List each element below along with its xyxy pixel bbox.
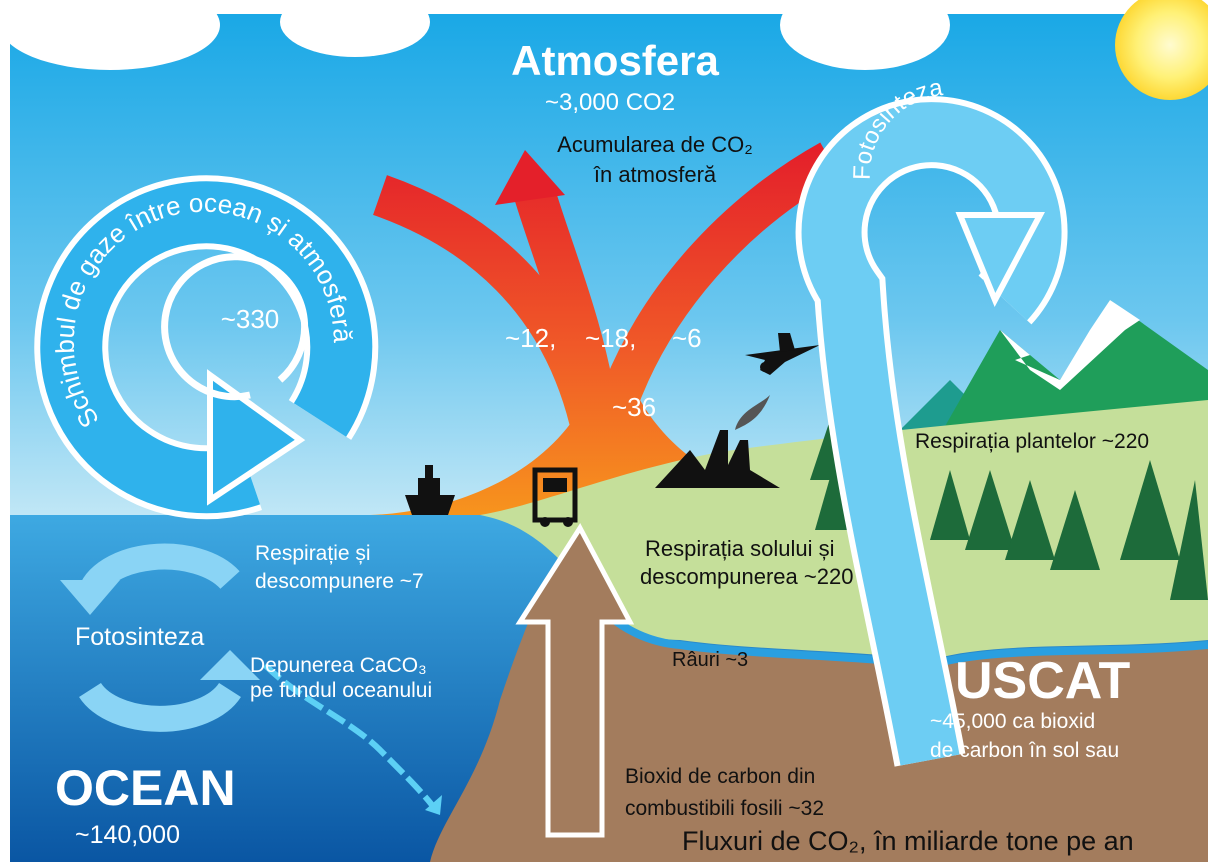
land-amount: de carbon în sol sau <box>930 739 1119 762</box>
soil-respiration: Respirația solului și <box>645 536 835 561</box>
emission-flow: ~6 <box>672 323 702 353</box>
caco3-label: pe fundul oceanului <box>250 679 432 702</box>
ocean-respiration: Respirație și <box>255 542 371 565</box>
fossil-label: combustibili fosili ~32 <box>625 797 824 820</box>
emission-flow: ~12, <box>505 323 556 353</box>
accumulation-line: în atmosferă <box>593 162 717 187</box>
land-photosynthesis-loop: Fotosinteza <box>795 74 1068 767</box>
plant-respiration: Respirația plantelor ~220 <box>915 430 1149 453</box>
land-title: USCAT <box>955 652 1130 710</box>
ocean-photosynthesis: Fotosinteza <box>75 623 204 651</box>
land-amount: ~45,000 ca bioxid <box>930 710 1095 733</box>
atmosphere-title: Atmosfera <box>511 37 719 84</box>
emission-total: ~36 <box>612 392 656 422</box>
icons <box>405 333 820 527</box>
labels: Atmosfera ~3,000 CO2 Acumularea de CO₂ î… <box>55 37 1149 856</box>
emission-flow: ~18, <box>585 323 636 353</box>
caco3-label: Depunerea CaCO₃ <box>250 654 427 677</box>
soil-respiration: descompunerea ~220 <box>640 564 853 589</box>
ocean-exchange-value: ~330 <box>221 304 280 334</box>
fossil-label: Bioxid de carbon din <box>625 765 815 788</box>
ocean-respiration: descompunere ~7 <box>255 570 424 593</box>
footer: Fluxuri de CO₂, în miliarde tone pe an <box>682 826 1134 856</box>
rivers-label: Râuri ~3 <box>672 649 748 671</box>
ocean-title: OCEAN <box>55 760 236 816</box>
ocean-amount: ~140,000 <box>75 821 180 849</box>
ocean-arrows <box>60 543 442 815</box>
fossil-fuel-arrow <box>515 523 635 838</box>
atmosphere-amount: ~3,000 CO2 <box>545 89 675 116</box>
landscape <box>430 300 1208 862</box>
accumulation-line: Acumularea de CO₂ <box>557 132 753 157</box>
